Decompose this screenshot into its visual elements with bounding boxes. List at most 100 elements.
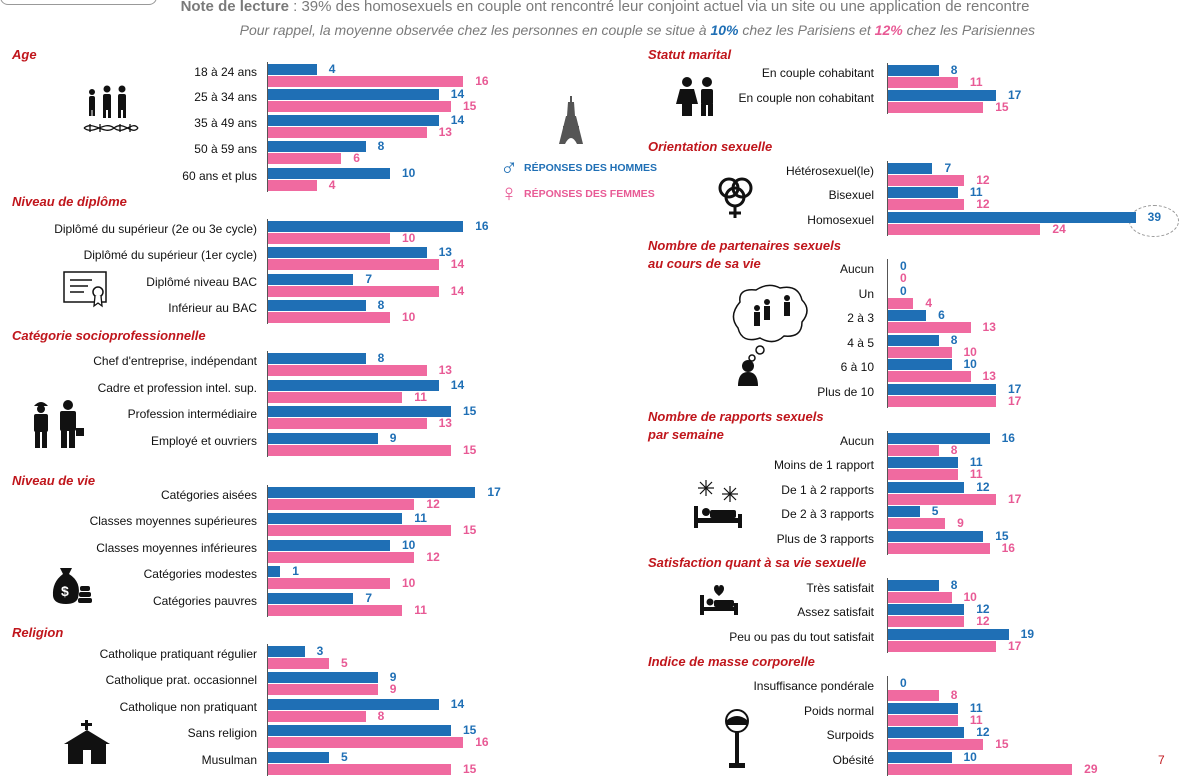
value-label-men: 17: [1007, 88, 1022, 102]
bar-men: [268, 380, 439, 391]
chart-axis: [267, 351, 268, 457]
value-label-men: 4: [328, 62, 336, 76]
chart-title: Religion: [12, 625, 64, 640]
category-label: Plus de 10: [817, 385, 874, 399]
value-label-men: 14: [450, 697, 465, 711]
value-label-men: 8: [950, 63, 958, 77]
value-label-men: 10: [963, 750, 977, 764]
value-label-women: 24: [1052, 222, 1066, 236]
value-label-men: 11: [969, 455, 983, 469]
category-label: Poids normal: [803, 704, 874, 718]
bar-women: [888, 322, 971, 333]
bar-women: [888, 518, 946, 529]
value-label-men: 12: [976, 725, 990, 739]
value-label-women: 17: [1007, 492, 1022, 506]
bar-men: [888, 727, 965, 738]
value-label-women: 11: [969, 713, 983, 727]
chart-title: Nombre de rapports sexuels par semaine: [648, 409, 824, 442]
bar-men: [268, 672, 378, 683]
value-label-men: 39: [1147, 210, 1161, 224]
bar-women: [268, 76, 464, 87]
bar-men: [268, 725, 451, 736]
bar-women: [888, 199, 965, 210]
category-label: Moins de 1 rapport: [773, 458, 874, 472]
category-label: Bisexuel: [828, 188, 874, 202]
bar-women: [268, 101, 451, 112]
category-label: Aucun: [839, 434, 874, 448]
male-symbol-icon: ♂: [500, 154, 518, 181]
bar-men: [888, 187, 958, 198]
category-label: En couple non cohabitant: [738, 91, 874, 105]
bar-men: [888, 310, 927, 321]
value-label-men: 16: [475, 219, 489, 233]
church-icon: [64, 720, 110, 764]
value-label-men: 9: [389, 431, 397, 445]
reading-note-label: Note de lecture: [180, 0, 289, 15]
category-label: 60 ans et plus: [182, 169, 257, 183]
reading-note-text: : 39% des homosexuels en couple ont renc…: [288, 0, 1030, 15]
bar-women: [268, 445, 451, 456]
bar-women: [268, 684, 378, 695]
value-label-men: 5: [931, 504, 939, 518]
bar-men: [888, 335, 939, 346]
bar-men: [888, 580, 939, 591]
bar-women: [268, 233, 390, 244]
chart-title: Indice de masse corporelle: [648, 654, 815, 669]
value-label-women: 15: [463, 523, 477, 537]
bar-men: [268, 89, 439, 100]
bar-men: [268, 300, 366, 311]
bar-women: [888, 102, 984, 113]
female-symbol-icon: ♀: [500, 180, 518, 207]
bar-women: [888, 616, 965, 627]
chart-title: Statut marital: [648, 47, 732, 62]
chart-title: Niveau de vie: [12, 473, 96, 488]
value-label-men: 0: [900, 676, 907, 690]
legend-men-label: RÉPONSES DES HOMMES: [524, 161, 658, 174]
value-label-women: 12: [976, 614, 990, 628]
bar-women: [888, 396, 996, 407]
value-label-men: 15: [995, 529, 1009, 543]
value-label-men: 0: [900, 259, 907, 273]
gender-symbols-icon: [718, 177, 753, 218]
value-label-men: 7: [365, 272, 373, 286]
category-label: 6 à 10: [840, 360, 874, 374]
bar-women: [888, 494, 996, 505]
category-label: De 1 à 2 rapports: [781, 483, 874, 497]
value-label-women: 14: [450, 257, 465, 271]
bar-men: [268, 752, 329, 763]
bar-women: [888, 715, 958, 726]
chart-axis: [887, 259, 888, 408]
bar-women: [888, 347, 952, 358]
bar-men: [888, 531, 984, 542]
category-label: 4 à 5: [847, 336, 874, 350]
category-label: Assez satisfait: [797, 605, 874, 619]
bar-men: [268, 274, 354, 285]
bar-women: [268, 764, 451, 775]
chart-title: Niveau de diplôme: [12, 194, 127, 209]
bar-men: [268, 433, 378, 444]
category-label: Catégories aisées: [160, 488, 257, 502]
value-label-men: 12: [976, 602, 990, 616]
chart-axis: [887, 676, 888, 776]
category-label: Diplômé du supérieur (2e ou 3e cycle): [54, 222, 257, 236]
category-label: 2 à 3: [847, 311, 874, 325]
category-label: 25 à 34 ans: [194, 90, 257, 104]
bar-women: [268, 711, 366, 722]
value-label-women: 9: [957, 516, 964, 530]
category-label: Homosexuel: [807, 213, 874, 227]
bar-women: [888, 641, 996, 652]
bar-men: [888, 604, 965, 615]
bar-women: [888, 371, 971, 382]
value-label-men: 8: [377, 298, 385, 312]
value-label-women: 17: [1007, 394, 1022, 408]
value-label-men: 16: [1001, 431, 1015, 445]
value-label-men: 17: [487, 485, 501, 499]
value-label-women: 12: [976, 197, 990, 211]
chart-axis: [267, 219, 268, 324]
value-label-men: 9: [389, 670, 397, 684]
bar-men: [268, 115, 439, 126]
value-label-women: 15: [995, 737, 1009, 751]
category-label: Classes moyennes inférieures: [96, 541, 257, 555]
chart-title: Nombre de partenaires sexuels au cours de…: [648, 238, 841, 271]
bar-men: [888, 163, 933, 174]
